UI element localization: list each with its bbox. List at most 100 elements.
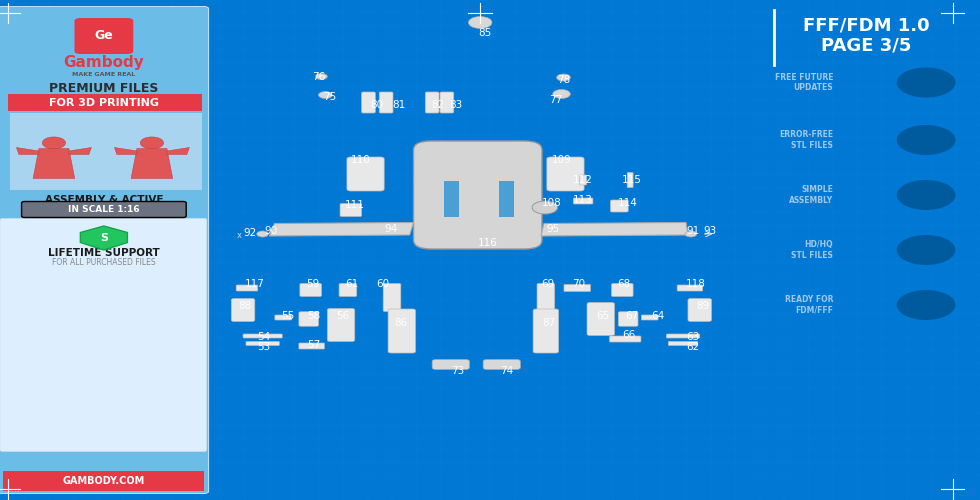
Polygon shape (541, 222, 688, 236)
Text: 81: 81 (392, 100, 406, 110)
Text: 117: 117 (245, 279, 265, 289)
FancyBboxPatch shape (666, 334, 700, 338)
Text: 115: 115 (622, 175, 642, 185)
Text: 118: 118 (686, 279, 706, 289)
FancyBboxPatch shape (0, 6, 209, 494)
Text: 58: 58 (307, 311, 320, 321)
Text: FREE FUTURE
UPDATES: FREE FUTURE UPDATES (774, 73, 833, 92)
FancyBboxPatch shape (483, 360, 520, 370)
Text: ERROR-FREE
STL FILES: ERROR-FREE STL FILES (779, 130, 833, 150)
Circle shape (257, 231, 269, 237)
Polygon shape (270, 222, 414, 236)
FancyBboxPatch shape (347, 157, 384, 191)
Circle shape (140, 137, 164, 149)
Text: 113: 113 (573, 195, 593, 205)
Text: 111: 111 (345, 200, 365, 210)
FancyBboxPatch shape (612, 284, 633, 296)
FancyBboxPatch shape (362, 92, 375, 113)
Polygon shape (80, 226, 127, 250)
FancyBboxPatch shape (299, 312, 318, 326)
Text: FOR ALL PURCHASED FILES: FOR ALL PURCHASED FILES (52, 258, 156, 267)
Text: 88: 88 (238, 301, 252, 311)
Text: LIFETIME SUPPORT: LIFETIME SUPPORT (48, 248, 160, 258)
Circle shape (897, 180, 956, 210)
Text: 91: 91 (686, 226, 700, 236)
Text: ASSEMBLY & ACTIVE: ASSEMBLY & ACTIVE (45, 195, 163, 205)
FancyBboxPatch shape (688, 298, 711, 322)
FancyBboxPatch shape (414, 141, 542, 249)
FancyBboxPatch shape (618, 312, 638, 326)
FancyBboxPatch shape (383, 284, 401, 312)
FancyBboxPatch shape (274, 315, 292, 320)
FancyBboxPatch shape (580, 175, 586, 185)
Text: Ge: Ge (94, 29, 114, 42)
Text: 62: 62 (686, 342, 700, 352)
FancyBboxPatch shape (668, 342, 698, 345)
Text: 63: 63 (686, 332, 700, 342)
FancyBboxPatch shape (610, 336, 641, 342)
Text: 95: 95 (547, 224, 561, 234)
Text: 69: 69 (541, 279, 555, 289)
Circle shape (685, 231, 697, 237)
Bar (3, 471, 204, 491)
Circle shape (318, 92, 332, 98)
Text: 55: 55 (281, 311, 295, 321)
Text: 76: 76 (312, 72, 325, 83)
Text: 78: 78 (557, 75, 570, 85)
Circle shape (42, 137, 66, 149)
FancyBboxPatch shape (231, 298, 255, 322)
FancyBboxPatch shape (246, 342, 279, 345)
Text: 66: 66 (622, 330, 636, 340)
Circle shape (532, 201, 558, 214)
Polygon shape (33, 148, 74, 178)
Text: 92: 92 (243, 228, 257, 237)
Text: 57: 57 (307, 340, 320, 350)
Text: IN SCALE 1:16: IN SCALE 1:16 (68, 205, 140, 214)
Text: 56: 56 (336, 311, 350, 321)
Circle shape (897, 290, 956, 320)
Text: 114: 114 (617, 198, 637, 207)
Text: 60: 60 (376, 279, 389, 289)
FancyBboxPatch shape (236, 285, 258, 291)
FancyBboxPatch shape (573, 198, 593, 204)
FancyBboxPatch shape (22, 202, 186, 218)
Text: 75: 75 (323, 92, 337, 102)
Text: GAMBODY.COM: GAMBODY.COM (63, 476, 145, 486)
Text: FFF/FDM 1.0: FFF/FDM 1.0 (803, 16, 930, 34)
FancyBboxPatch shape (533, 309, 559, 353)
Text: 53: 53 (257, 342, 270, 352)
FancyBboxPatch shape (300, 284, 321, 296)
Text: READY FOR
FDM/FFF: READY FOR FDM/FFF (785, 296, 833, 314)
FancyBboxPatch shape (537, 284, 555, 312)
Text: 61: 61 (345, 279, 359, 289)
Circle shape (897, 125, 956, 155)
Polygon shape (17, 148, 39, 154)
Text: 77: 77 (549, 95, 563, 105)
Text: SIMPLE
ASSEMBLY: SIMPLE ASSEMBLY (789, 186, 833, 204)
Circle shape (897, 235, 956, 265)
Polygon shape (69, 148, 91, 154)
Text: 82: 82 (431, 100, 445, 110)
Bar (499, 182, 514, 216)
Circle shape (557, 74, 570, 81)
Polygon shape (167, 148, 189, 154)
Polygon shape (131, 148, 172, 178)
Circle shape (468, 16, 492, 28)
FancyBboxPatch shape (627, 172, 633, 188)
Bar (10, 114, 202, 190)
FancyBboxPatch shape (611, 200, 628, 212)
Text: 80: 80 (370, 100, 383, 110)
Text: 85: 85 (478, 28, 492, 38)
FancyBboxPatch shape (299, 343, 324, 349)
Text: x: x (236, 230, 242, 239)
Text: 74: 74 (500, 366, 514, 376)
FancyBboxPatch shape (642, 315, 659, 320)
FancyBboxPatch shape (677, 285, 703, 291)
Text: 90: 90 (265, 226, 277, 236)
FancyBboxPatch shape (243, 334, 282, 338)
Polygon shape (115, 148, 137, 154)
Text: 112: 112 (573, 175, 593, 185)
Text: 94: 94 (384, 224, 398, 234)
FancyBboxPatch shape (432, 360, 469, 370)
FancyBboxPatch shape (388, 309, 416, 353)
